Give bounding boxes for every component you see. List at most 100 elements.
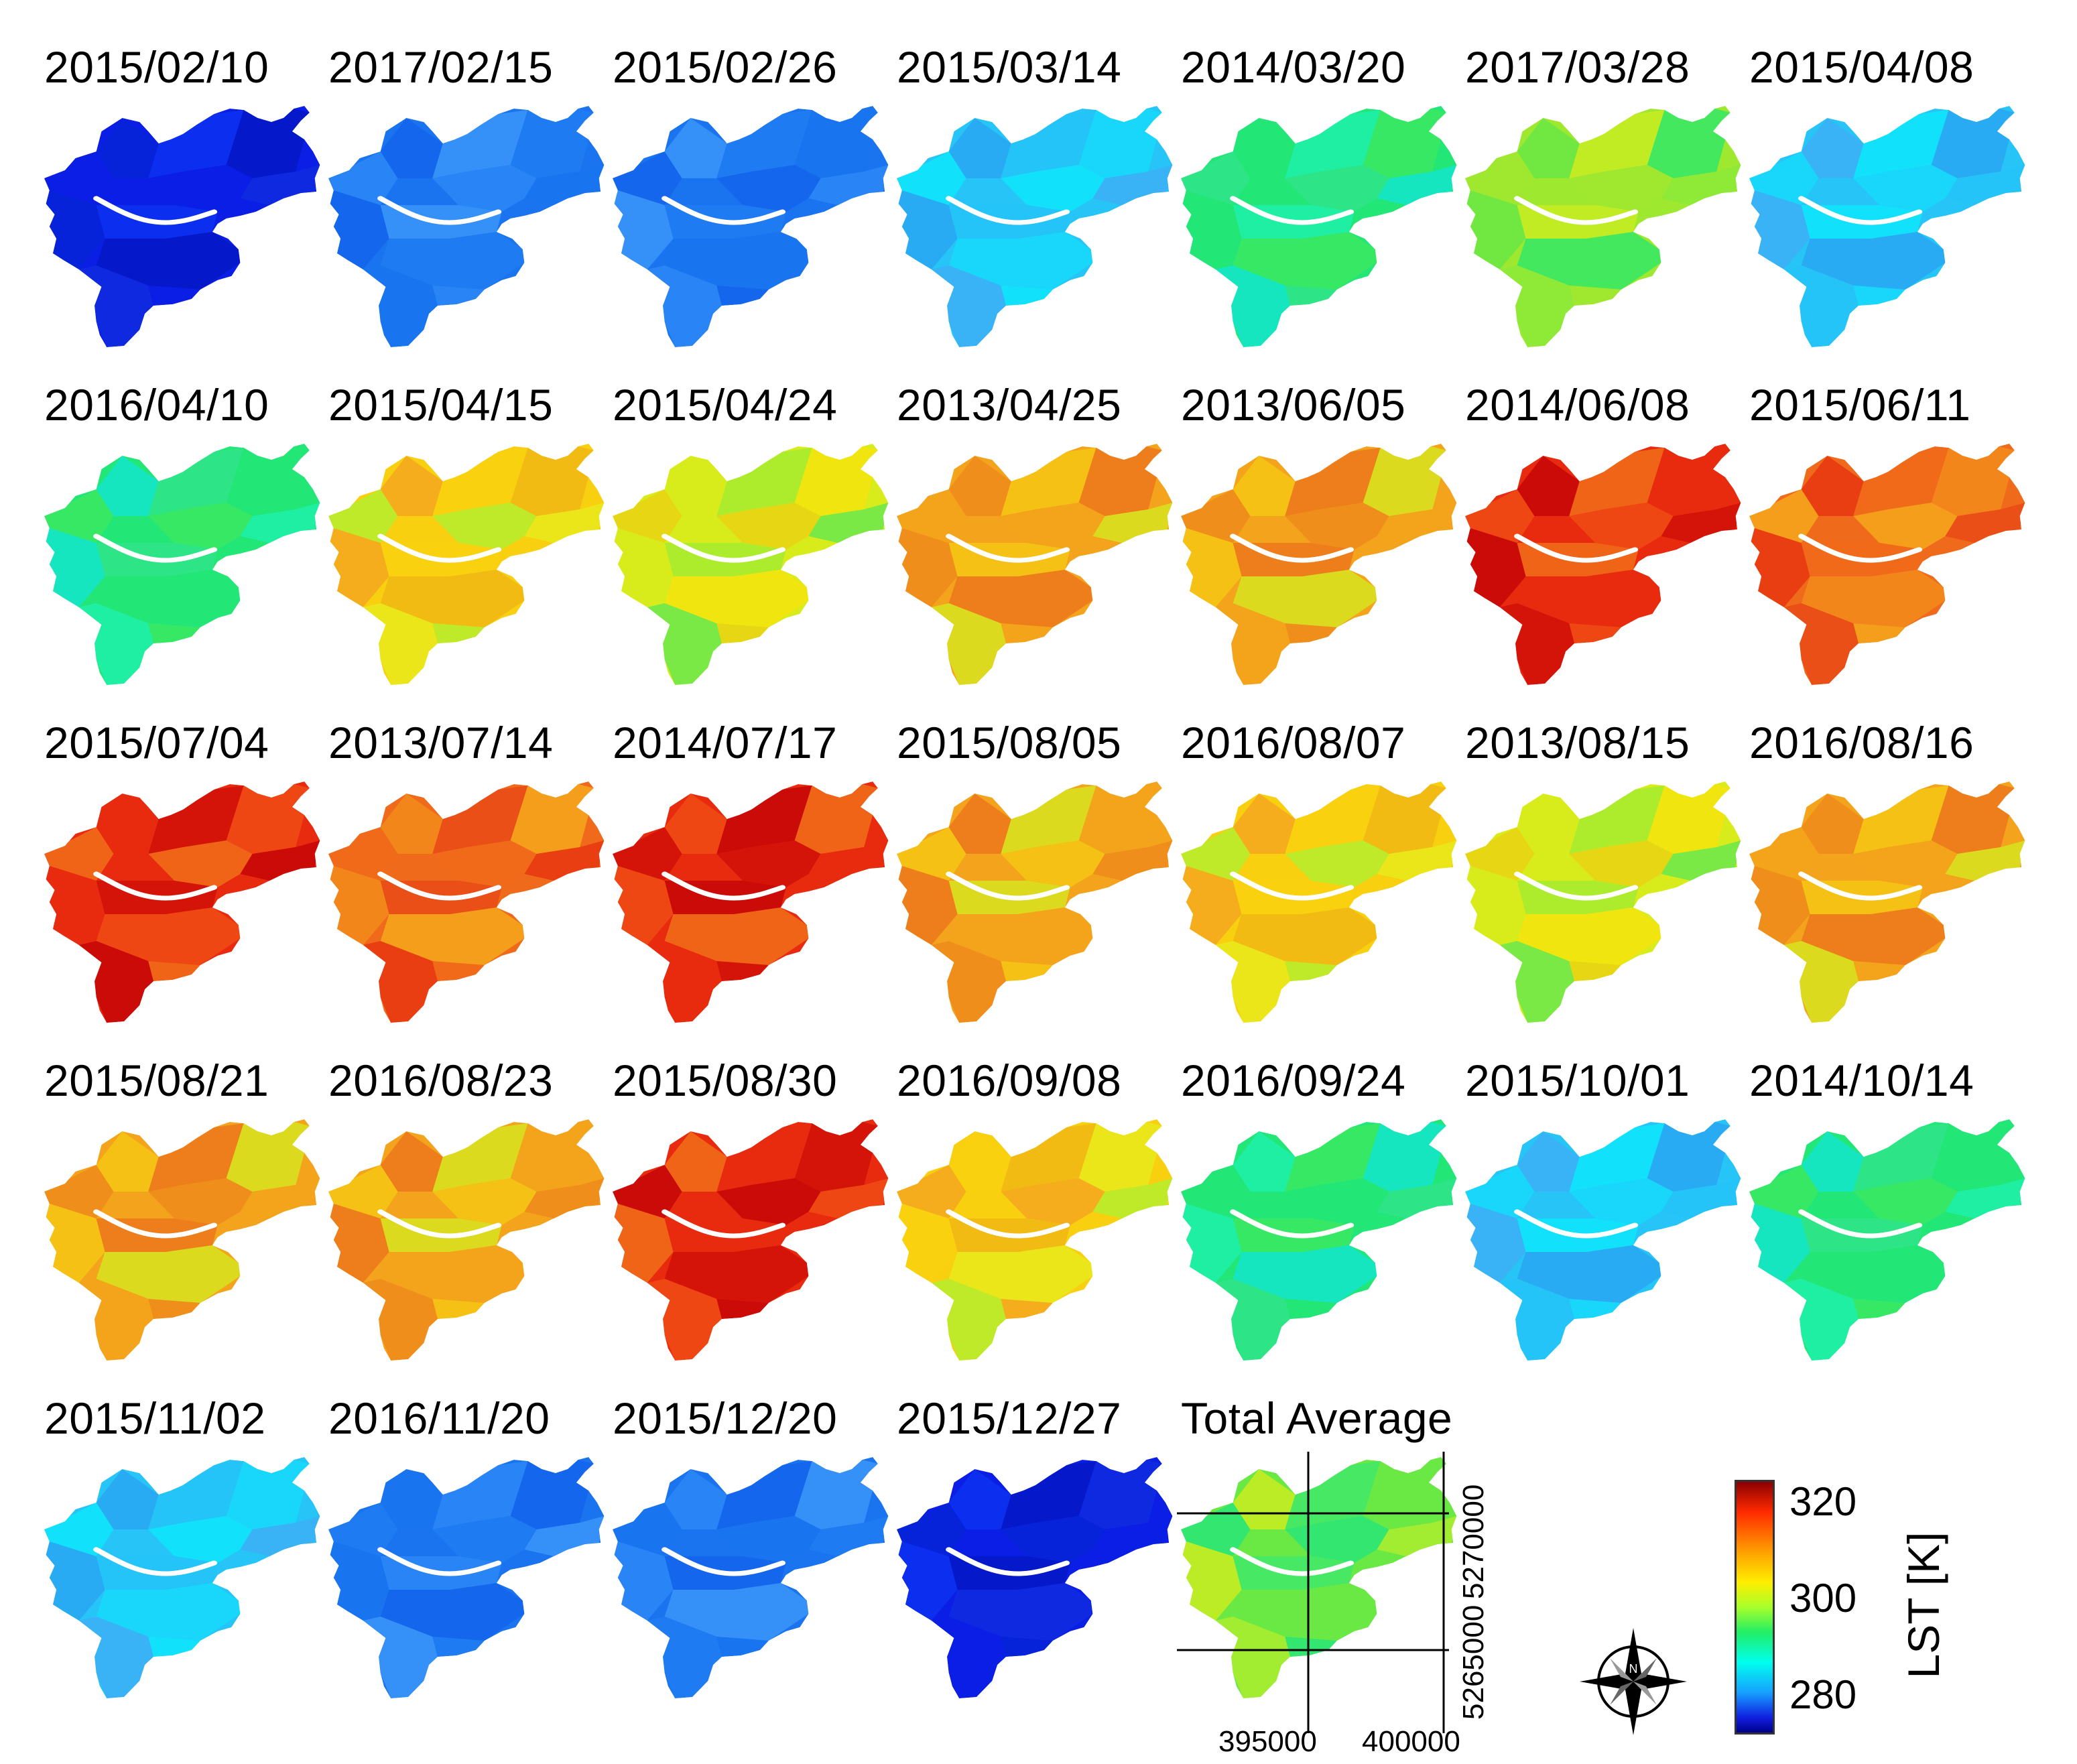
district-cell (330, 866, 389, 945)
district-cell (330, 528, 389, 607)
district-cell (664, 456, 727, 516)
river-line (1230, 1547, 1355, 1576)
river-line (1230, 533, 1355, 563)
district-cell (363, 1279, 438, 1361)
district-cell (1465, 489, 1535, 543)
district-cell (613, 1165, 682, 1218)
map-panel: 2015/04/15 (284, 338, 605, 685)
district-cell (1853, 785, 1949, 854)
district-cell (432, 623, 485, 643)
city-lst-map (44, 444, 320, 685)
city-lst-map (897, 444, 1173, 685)
city-lst-map (1749, 781, 2025, 1023)
district-cell (1215, 1279, 1291, 1361)
x-coord-label-395000: 395000 (1218, 1725, 1317, 1758)
district-cell (664, 1131, 727, 1192)
district-cell (716, 1299, 769, 1319)
map-panel: 2015/03/14 (853, 0, 1173, 347)
district-cell (1001, 961, 1053, 981)
city-lst-map (328, 1119, 605, 1361)
map-panel: 2015/07/04 (0, 676, 320, 1023)
map-panel: 2015/08/05 (853, 676, 1173, 1023)
district-cell (898, 1541, 958, 1621)
district-cell (794, 784, 878, 854)
district-cell (226, 1122, 310, 1192)
river-line (377, 871, 502, 901)
district-cell (1181, 827, 1251, 881)
district-cell (716, 1123, 812, 1192)
district-cell (1569, 623, 1621, 643)
district-cell (1853, 1299, 1905, 1319)
district-cell (1078, 1122, 1162, 1192)
district-cell (46, 1541, 105, 1621)
panel-date-label: 2015/06/11 (1749, 380, 1971, 430)
district-cell (1233, 456, 1296, 516)
district-cell (1801, 1245, 1946, 1303)
district-cell (1783, 1279, 1859, 1361)
district-cell (46, 1204, 105, 1283)
district-cell (716, 1637, 769, 1657)
district-cell (1285, 1123, 1381, 1192)
district-cell (1363, 784, 1446, 854)
district-cell (363, 265, 438, 347)
district-cell (647, 1617, 722, 1698)
district-cell (78, 603, 154, 685)
district-cell (1233, 1583, 1377, 1641)
river-line (377, 1209, 502, 1239)
district-cell (794, 1122, 878, 1192)
district-cell (1466, 190, 1526, 269)
city-lst-map (1465, 444, 1741, 685)
panel-date-label: 2015/07/04 (44, 718, 269, 767)
district-cell (1078, 446, 1162, 516)
river-line (662, 533, 786, 563)
district-cell (1001, 110, 1096, 178)
district-cell (380, 118, 443, 178)
legend-tick-320: 320 (1789, 1479, 1857, 1524)
district-cell (328, 489, 398, 543)
district-cell (432, 286, 485, 306)
district-cell (1465, 151, 1535, 205)
district-cell (716, 961, 769, 981)
district-cell (898, 528, 958, 607)
district-cell (1285, 623, 1337, 643)
district-cell (96, 118, 159, 178)
district-cell (1931, 1122, 2015, 1192)
river-line (1798, 533, 1923, 563)
district-cell (432, 1299, 485, 1319)
district-cell (614, 866, 674, 945)
map-panel: 2016/09/24 (1137, 1013, 1457, 1361)
district-cell (1285, 1178, 1389, 1225)
district-cell (148, 110, 244, 178)
river-line (1230, 871, 1355, 901)
map-panel: 2015/08/21 (0, 1013, 320, 1361)
map-panel: 2016/11/20 (284, 1351, 605, 1698)
city-lst-map (1465, 106, 1741, 347)
district-cell (664, 1245, 809, 1303)
river-line (93, 871, 218, 901)
district-cell (78, 265, 154, 347)
district-cell (1853, 503, 1958, 550)
district-cell (432, 1123, 528, 1192)
city-lst-map (1181, 781, 1457, 1023)
district-cell (897, 489, 966, 543)
district-cell (1569, 448, 1665, 516)
district-cell (1801, 794, 1864, 854)
district-cell (1749, 1165, 1819, 1218)
district-cell (1182, 1541, 1242, 1621)
district-cell (46, 866, 105, 945)
district-cell (1647, 109, 1730, 178)
district-cell (1285, 785, 1381, 854)
district-cell (1569, 503, 1674, 550)
district-cell (1215, 1617, 1291, 1698)
map-panel: 2013/07/14 (284, 676, 605, 1023)
panel-date-label: 2014/03/20 (1181, 42, 1406, 92)
district-cell (1285, 110, 1381, 178)
district-cell (1181, 151, 1251, 205)
district-cell (328, 1165, 398, 1218)
district-cell (330, 1204, 389, 1283)
district-cell (931, 265, 1007, 347)
district-cell (432, 785, 528, 854)
district-cell (1285, 1516, 1389, 1563)
district-cell (1215, 265, 1291, 347)
